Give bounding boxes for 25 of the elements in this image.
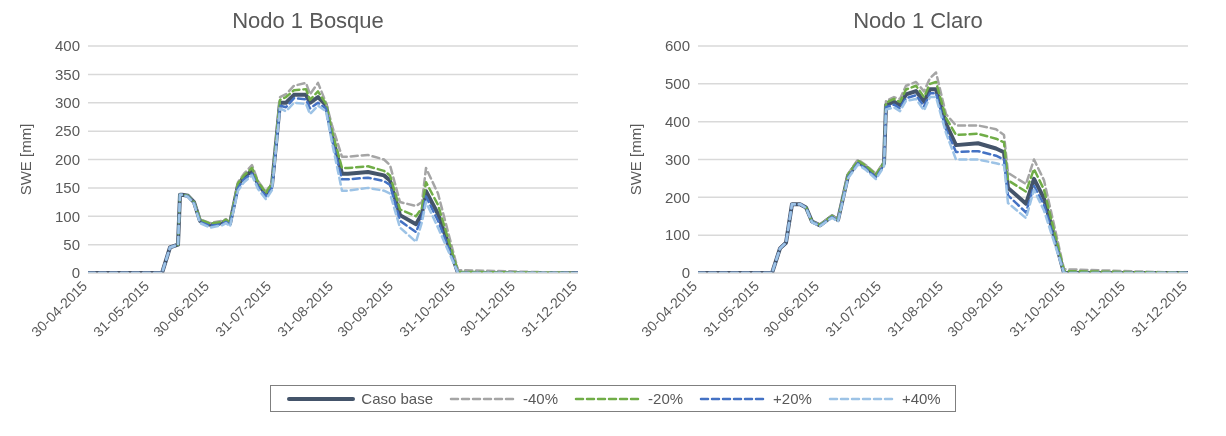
- y-axis-title: SWE [mm]: [17, 123, 35, 196]
- chart-title: Nodo 1 Claro: [852, 8, 984, 35]
- y-tick-label: 0: [71, 264, 80, 282]
- y-tick-label: 600: [664, 37, 690, 55]
- legend-label: +40%: [901, 390, 941, 407]
- y-tick-label: 250: [54, 122, 80, 140]
- chart-title: Nodo 1 Bosque: [231, 8, 385, 35]
- legend-label: -40%: [523, 390, 559, 407]
- y-tick-label: 400: [54, 37, 80, 55]
- y-tick-label: 350: [54, 65, 80, 83]
- y-tick-label: 200: [54, 150, 80, 168]
- y-tick-label: 100: [54, 207, 80, 225]
- y-tick-label: 50: [63, 235, 80, 253]
- legend-label: -20%: [648, 390, 684, 407]
- y-tick-label: 150: [54, 179, 80, 197]
- y-tick-label: 400: [664, 112, 690, 130]
- y-tick-label: 300: [54, 94, 80, 112]
- legend-label: +20%: [773, 390, 812, 407]
- y-tick-label: 300: [664, 150, 690, 168]
- legend-label: Caso base: [361, 390, 434, 407]
- y-tick-label: 100: [664, 226, 690, 244]
- y-tick-label: 200: [664, 188, 690, 206]
- y-tick-label: 0: [681, 264, 690, 282]
- y-axis-title: SWE [mm]: [627, 123, 645, 196]
- y-tick-label: 500: [664, 75, 690, 93]
